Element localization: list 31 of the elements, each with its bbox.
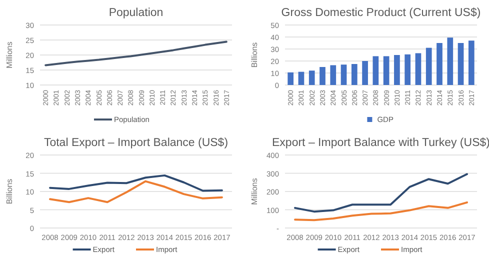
bar — [436, 43, 442, 85]
y-axis-title: Billions — [5, 178, 14, 204]
chart-title: Population — [108, 7, 164, 19]
bar — [351, 64, 358, 85]
bar — [298, 72, 304, 85]
bar — [415, 53, 422, 85]
line-series — [294, 201, 468, 222]
bar — [362, 61, 368, 85]
chart-title: Export – Import Balance with Turkey (US$) — [272, 137, 489, 149]
bar — [383, 56, 390, 85]
bar — [372, 56, 379, 85]
bar — [308, 70, 315, 85]
y-axis-title: Millions — [250, 178, 259, 205]
bar — [320, 67, 326, 85]
chart-title: Total Export – Import Balance (US$) — [44, 137, 228, 149]
line-series — [44, 40, 228, 66]
line-series — [49, 180, 223, 204]
y-axis-title: Millions — [5, 42, 14, 68]
bar — [426, 48, 432, 85]
line-series — [294, 173, 468, 213]
bar — [447, 38, 454, 85]
bar — [340, 64, 347, 85]
bar — [394, 55, 400, 85]
y-axis-title: Billions — [250, 42, 259, 68]
chart-title: Gross Domestic Product (Current US$) — [281, 7, 481, 19]
bar — [288, 72, 294, 85]
bar — [404, 54, 411, 85]
bar — [468, 40, 474, 85]
bar — [458, 43, 464, 85]
line-series — [49, 174, 223, 192]
bar — [330, 65, 336, 85]
